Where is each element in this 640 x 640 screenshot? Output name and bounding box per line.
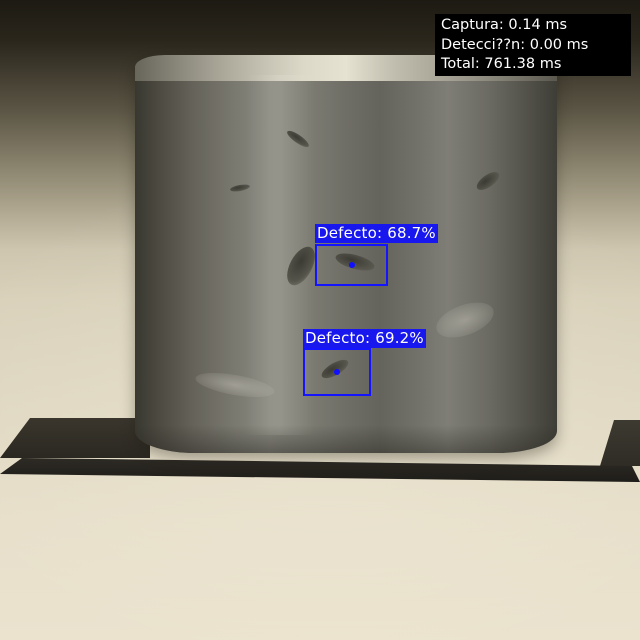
timing-panel: Captura: 0.14 ms Detecci??n: 0.00 ms Tot… xyxy=(435,14,631,76)
surface-scratch xyxy=(431,295,499,345)
detection-center-dot xyxy=(334,369,340,375)
capture-time: Captura: 0.14 ms xyxy=(441,17,568,33)
detection-center-dot xyxy=(349,262,355,268)
detection-label: Defecto: 69.2% xyxy=(303,329,426,348)
surface-dent xyxy=(473,168,503,194)
total-time: Total: 761.38 ms xyxy=(441,56,562,72)
detection-box xyxy=(315,244,388,286)
detection-time: Detecci??n: 0.00 ms xyxy=(441,36,589,53)
detection-box xyxy=(303,348,371,396)
detection-label: Defecto: 68.7% xyxy=(315,224,438,243)
cylinder-base-shadow xyxy=(135,425,557,453)
